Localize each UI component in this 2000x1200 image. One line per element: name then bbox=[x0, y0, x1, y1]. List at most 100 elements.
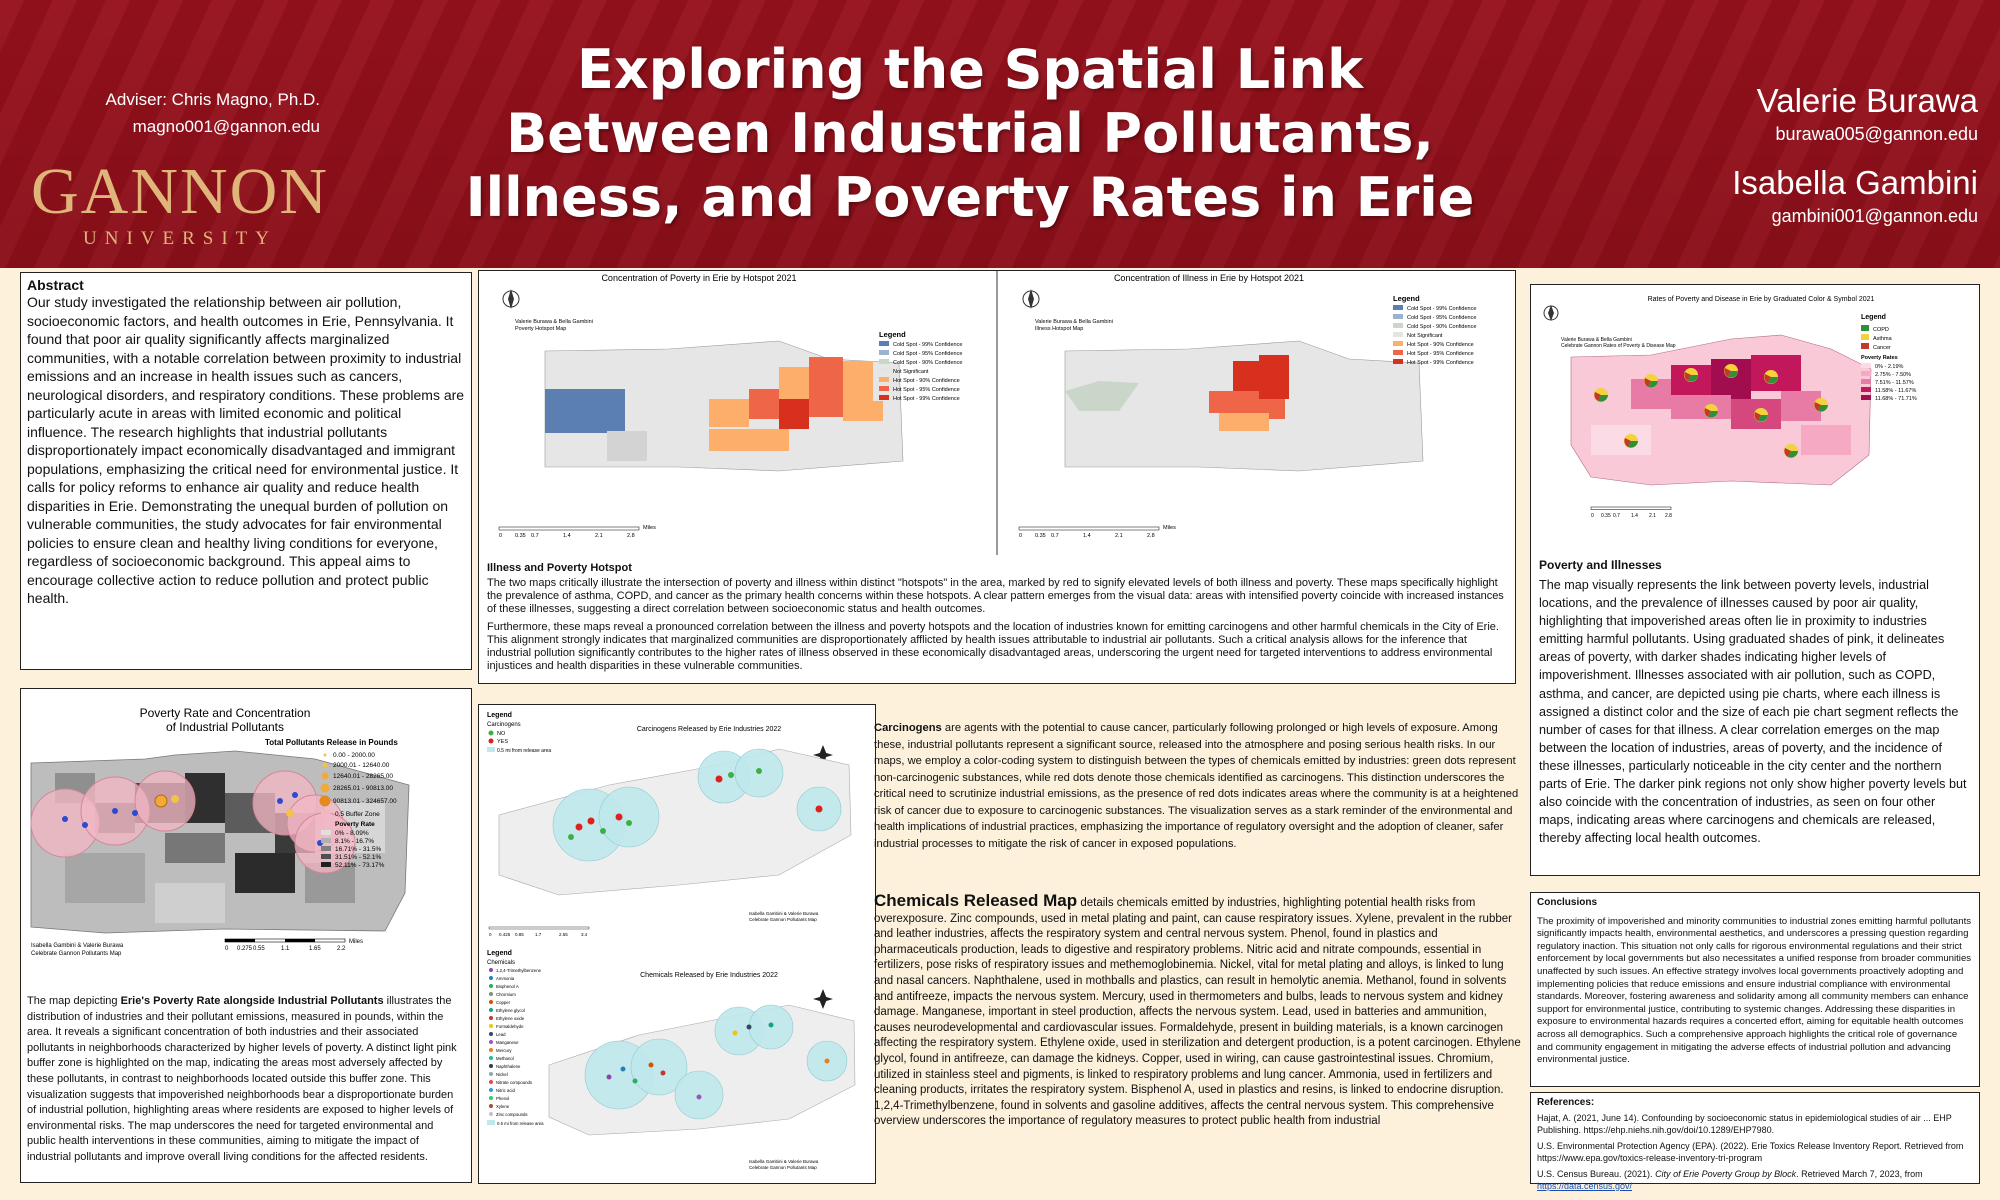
hotspot-maps: Concentration of Poverty in Erie by Hots… bbox=[479, 271, 1515, 555]
authors-block: Valerie Burawa burawa005@gannon.edu Isab… bbox=[1558, 80, 1978, 244]
scale-tick: 0 bbox=[225, 946, 229, 952]
carc-map-title: Carcinogens Released by Erie Industries … bbox=[637, 726, 781, 733]
gannon-logo: GANNON UNIVERSITY bbox=[20, 155, 340, 250]
legend-item: 7.51% - 11.57% bbox=[1875, 380, 1914, 386]
carc-credit-2: Celebrate Gannon Pollutants Map bbox=[749, 917, 817, 922]
legend-title: Legend bbox=[1393, 294, 1420, 303]
legend-item: Cold Spot - 99% Confidence bbox=[1407, 306, 1476, 312]
scale-tick: 0 bbox=[1591, 513, 1594, 519]
graduated-text: Poverty and Illnesses The map visually r… bbox=[1531, 546, 1979, 847]
graduated-title: Rates of Poverty and Disease in Erie by … bbox=[1648, 296, 1875, 303]
poster-title: Exploring the Spatial Link Between Indus… bbox=[380, 38, 1560, 230]
chem-legend-items: 1,2,4-Trimethylbenzene Ammonia Bisphenol… bbox=[487, 968, 544, 1126]
pollutant-legend-item: 0.00 - 2000.00 bbox=[333, 752, 375, 759]
title-line-1: Exploring the Spatial Link bbox=[576, 38, 1364, 101]
poverty-legend-title: Poverty Rate bbox=[335, 821, 375, 828]
scale-tick: 3.4 bbox=[581, 932, 588, 937]
carc-credit-1: Isabella Gambini & Valerie Burawa bbox=[749, 911, 819, 916]
reference-item: Hajat, A. (2021, June 14). Confounding b… bbox=[1537, 1113, 1952, 1135]
scale-tick: 0.35 bbox=[1601, 513, 1611, 519]
scale-tick: 2.55 bbox=[559, 932, 568, 937]
scale-tick: 0 bbox=[489, 932, 492, 937]
hotspot-para-2: Furthermore, these maps reveal a pronoun… bbox=[487, 621, 1499, 672]
legend-item: Not Significant bbox=[1407, 333, 1443, 339]
map-title-line-2: of Industrial Pollutants bbox=[166, 720, 284, 734]
legend-title: Legend bbox=[879, 330, 906, 339]
legend-item: Asthma bbox=[1873, 336, 1893, 342]
compass-icon bbox=[1543, 305, 1559, 321]
chem-legend-item: Zinc compounds bbox=[496, 1112, 528, 1117]
legend-subtitle: Poverty Rates bbox=[1861, 355, 1898, 361]
chem-credit-2: Celebrate Gannon Pollutants Map bbox=[749, 1165, 817, 1170]
author-name-1: Valerie Burawa bbox=[1756, 82, 1978, 119]
poverty-legend-item: 52.11% - 73.17% bbox=[335, 862, 385, 869]
scale-tick: 0.275 bbox=[237, 946, 253, 952]
hotspot-panel: Concentration of Poverty in Erie by Hots… bbox=[478, 270, 1516, 684]
chem-legend-group: Chemicals bbox=[487, 960, 515, 966]
chem-legend-item: Manganese bbox=[496, 1040, 519, 1045]
scale-tick: 2.8 bbox=[1147, 533, 1155, 539]
poverty-shaded-blocks bbox=[1570, 334, 1872, 486]
legend-item: Hot Spot - 95% Confidence bbox=[1407, 351, 1474, 357]
abstract-heading: Abstract bbox=[27, 277, 84, 293]
conclusions-box: Conclusions The proximity of impoverishe… bbox=[1530, 892, 1980, 1087]
graduated-credit-1: Valerie Burawa & Bella Gambini bbox=[1561, 337, 1632, 343]
poverty-hotspot-title: Concentration of Poverty in Erie by Hots… bbox=[601, 273, 796, 283]
legend-item: Cold Spot - 95% Confidence bbox=[1407, 315, 1476, 321]
legend-item: Hot Spot - 90% Confidence bbox=[893, 378, 960, 384]
scale-tick: 2.1 bbox=[1115, 533, 1123, 539]
illness-credit-1: Valerie Burawa & Bella Gambini bbox=[1035, 319, 1113, 325]
poverty-pollutants-map: Poverty Rate and Concentration of Indust… bbox=[25, 693, 467, 983]
graduated-credit-2: Celebrate Gannon Rates of Poverty & Dise… bbox=[1561, 343, 1676, 349]
scale-tick: 2.2 bbox=[337, 946, 346, 952]
scale-tick: 0.35 bbox=[515, 533, 526, 539]
caption-intro: The map depicting bbox=[27, 995, 121, 1007]
scale-bar: 0 0.425 0.85 1.7 2.55 3.4 bbox=[488, 926, 590, 937]
author-email-2: gambini001@gannon.edu bbox=[1771, 206, 1978, 226]
scale-bar: 0 0.35 0.7 1.4 2.1 2.8 Miles bbox=[498, 525, 656, 539]
chem-legend-item: Ammonia bbox=[496, 976, 515, 981]
poverty-legend-item: 31.51% - 52.1% bbox=[335, 854, 381, 861]
chem-map-title: Chemicals Released by Erie Industries 20… bbox=[640, 972, 778, 979]
carc-buffer-label: 0.5 mi from release area bbox=[497, 748, 551, 754]
census-ref-retrieved: . Retrieved March 7, 2023, from bbox=[1796, 1169, 1923, 1179]
legend-item: COPD bbox=[1873, 327, 1889, 333]
census-link[interactable]: https://data.census.gov/ bbox=[1537, 1181, 1633, 1191]
legend-item: Cold Spot - 99% Confidence bbox=[893, 342, 962, 348]
carc-legend-group: Carcinogens bbox=[487, 722, 521, 728]
pollutant-legend: Total Pollutants Release in Pounds 0.00 … bbox=[265, 738, 398, 869]
adviser-name: Adviser: Chris Magno, Ph.D. bbox=[105, 90, 320, 109]
chem-legend-item: Copper bbox=[496, 1000, 511, 1005]
chemicals-lead: Chemicals Released Map bbox=[874, 891, 1078, 910]
scale-tick: 0 bbox=[1019, 533, 1022, 539]
map-title-line-1: Poverty Rate and Concentration bbox=[140, 706, 311, 720]
adviser-email: magno001@gannon.edu bbox=[132, 117, 320, 136]
scale-tick: 0.7 bbox=[1613, 513, 1620, 519]
chem-legend-item: Lead bbox=[496, 1032, 506, 1037]
census-ref-title: City of Erie Poverty Group by Block bbox=[1655, 1169, 1797, 1179]
legend-item: Cold Spot - 95% Confidence bbox=[893, 351, 962, 357]
poverty-legend-item: 0% - 8.09% bbox=[335, 830, 369, 837]
scale-tick: 2.1 bbox=[595, 533, 603, 539]
scale-tick: 1.1 bbox=[281, 946, 290, 952]
chem-legend-item: 1,2,4-Trimethylbenzene bbox=[496, 968, 542, 973]
carc-legend-item: YES bbox=[497, 739, 508, 745]
poverty-credit-1: Valerie Burawa & Bella Gambini bbox=[515, 319, 593, 325]
conclusions-text: The proximity of impoverished and minori… bbox=[1537, 915, 1972, 1066]
poverty-legend-item: 16.71% - 31.5% bbox=[335, 846, 381, 853]
compass-icon bbox=[502, 289, 520, 309]
legend-item: Cold Spot - 90% Confidence bbox=[1407, 324, 1476, 330]
carcinogens-lead: Carcinogens bbox=[874, 722, 942, 734]
chem-legend-item: Chromium bbox=[496, 992, 516, 997]
reference-item: U.S. Environmental Protection Agency (EP… bbox=[1537, 1141, 1964, 1163]
chem-legend-item: Ethylene glycol bbox=[496, 1008, 525, 1013]
legend-item: Hot Spot - 99% Confidence bbox=[1407, 360, 1474, 366]
scale-tick: 1.4 bbox=[1631, 513, 1638, 519]
hotspot-legend-left: Legend Cold Spot - 99% Confidence Cold S… bbox=[879, 330, 962, 402]
legend-item: Hot Spot - 95% Confidence bbox=[893, 387, 960, 393]
chem-legend-item: Formaldehyde bbox=[496, 1024, 524, 1029]
abstract-box: Abstract Our study investigated the rela… bbox=[20, 272, 472, 670]
logo-wordmark: GANNON bbox=[31, 155, 329, 228]
graduated-legend: Legend COPD Asthma Cancer Poverty Rates … bbox=[1861, 314, 1917, 402]
compass-icon bbox=[813, 989, 833, 1009]
